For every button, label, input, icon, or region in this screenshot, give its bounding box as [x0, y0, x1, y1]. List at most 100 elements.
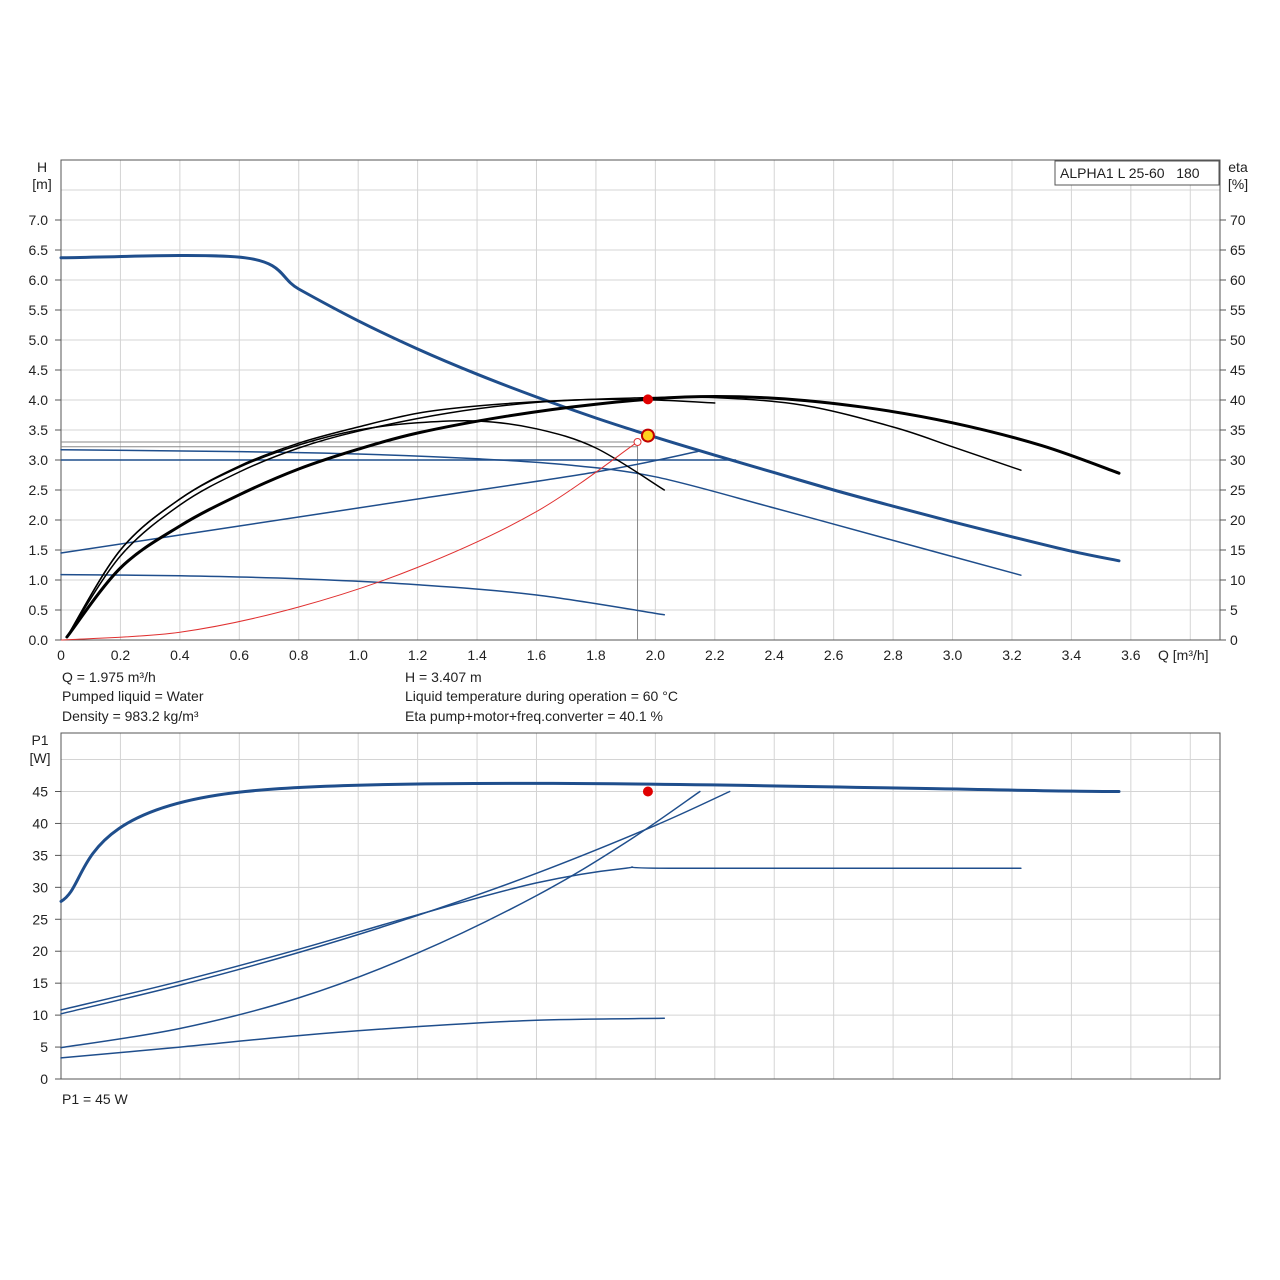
top-y2-tick-label: 65 — [1230, 242, 1246, 258]
top-chart-y-ticks: 0.0 0.5 1.0 1.5 2.0 2.5 3.0 3.5 4.0 4.5 5.0 5.5 6.0 6… — [29, 212, 61, 648]
info-density: Density = 983.2 kg/m³ — [62, 708, 199, 724]
top-series-line-6 — [66, 396, 1022, 638]
system-curve-end-marker — [633, 438, 642, 446]
top-y2-tick-label: 10 — [1230, 572, 1246, 588]
top-y2-tick-label: 70 — [1230, 212, 1246, 228]
pump-name-box — [1054, 160, 1220, 186]
info-p1: P1 = 45 W — [62, 1091, 129, 1107]
top-x-tick-label: 3.0 — [943, 647, 963, 663]
bottom-chart-grid — [61, 733, 1220, 1079]
top-x-tick-label: 1.8 — [586, 647, 606, 663]
top-chart-reference-lines — [61, 441, 639, 640]
top-series-line-9 — [60, 441, 638, 641]
bottom-chart-markers — [642, 786, 653, 797]
top-x-tick-label: 2.4 — [764, 647, 784, 663]
top-y2-tick-label: 45 — [1230, 362, 1246, 378]
top-series-line-1 — [60, 449, 1022, 576]
info-q: Q = 1.975 m³/h — [62, 669, 156, 685]
bottom-y-tick-label: 0 — [40, 1071, 48, 1087]
top-x-tick-label: 1.2 — [408, 647, 428, 663]
bottom-y-tick-label: 35 — [32, 847, 48, 863]
top-x-tick-label: 0 — [57, 647, 65, 663]
top-y-tick-label: 4.5 — [29, 362, 49, 378]
top-y2-tick-label: 35 — [1230, 422, 1246, 438]
top-x-tick-label: 3.2 — [1002, 647, 1022, 663]
top-y-tick-label: 1.0 — [29, 572, 49, 588]
top-series-line-4 — [60, 573, 666, 616]
top-y2-tick-label: 5 — [1230, 602, 1238, 618]
top-y2-tick-label: 20 — [1230, 512, 1246, 528]
bottom-chart-y-ticks: 0 5 10 15 20 25 30 35 40 45 — [32, 784, 61, 1087]
top-x-tick-label: 3.4 — [1062, 647, 1082, 663]
bottom-y-tick-label: 25 — [32, 911, 48, 927]
top-ylabel-bottom: [m] — [32, 176, 51, 192]
bottom-y-tick-label: 20 — [32, 943, 48, 959]
top-series-line-5 — [65, 394, 1121, 639]
top-ylabel-top: H — [37, 159, 47, 175]
top-y-tick-label: 3.5 — [29, 422, 49, 438]
info-liquid: Pumped liquid = Water — [62, 688, 204, 704]
top-x-tick-label: 0.6 — [230, 647, 250, 663]
bottom-series-line-2 — [60, 790, 731, 1015]
top-y2-tick-label: 60 — [1230, 272, 1246, 288]
top-x-tick-label: 3.6 — [1121, 647, 1141, 663]
top-y2-tick-label: 55 — [1230, 302, 1246, 318]
bottom-chart-frame — [60, 732, 1221, 1080]
top-y-tick-label: 6.0 — [29, 272, 49, 288]
bottom-y-tick-label: 30 — [32, 879, 48, 895]
pump-name-label: ALPHA1 L 25-60 180 — [1060, 165, 1200, 181]
bottom-y-tick-label: 5 — [40, 1039, 48, 1055]
top-y2-tick-label: 0 — [1230, 632, 1238, 648]
bottom-series-line-0 — [59, 781, 1121, 903]
top-y2-tick-label: 50 — [1230, 332, 1246, 348]
top-chart-series — [59, 253, 1121, 641]
top-y2label-bottom: [%] — [1228, 176, 1248, 192]
bottom-y-tick-label: 10 — [32, 1007, 48, 1023]
duty-point-marker — [640, 428, 655, 443]
top-x-tick-label: 2.8 — [883, 647, 903, 663]
top-series-line-8 — [66, 419, 666, 638]
bottom-series-line-3 — [60, 790, 701, 1049]
bottom-ylabel-top: P1 — [31, 732, 48, 748]
top-series-line-3 — [60, 450, 701, 554]
top-y2-tick-label: 40 — [1230, 392, 1246, 408]
bottom-ylabel-bottom: [W] — [30, 750, 51, 766]
top-y-tick-label: 0.5 — [29, 602, 49, 618]
top-series-line-0 — [59, 253, 1121, 563]
bottom-y-tick-label: 40 — [32, 815, 48, 831]
top-chart-markers — [633, 394, 655, 446]
top-x-tick-label: 2.2 — [705, 647, 725, 663]
top-x-tick-label: 1.0 — [348, 647, 368, 663]
top-y-tick-label: 5.0 — [29, 332, 49, 348]
top-y-tick-label: 3.0 — [29, 452, 49, 468]
info-h: H = 3.407 m — [405, 669, 482, 685]
top-y2-tick-label: 30 — [1230, 452, 1246, 468]
top-y-tick-label: 2.5 — [29, 482, 49, 498]
top-y-tick-label: 1.5 — [29, 542, 49, 558]
top-x-tick-label: 1.4 — [467, 647, 487, 663]
top-y-tick-label: 2.0 — [29, 512, 49, 528]
bottom-chart-series — [59, 781, 1121, 1059]
info-eta: Eta pump+motor+freq.converter = 40.1 % — [405, 708, 663, 724]
bottom-y-tick-label: 45 — [32, 784, 48, 800]
top-y2-tick-label: 25 — [1230, 482, 1246, 498]
bottom-series-line-4 — [60, 1017, 666, 1059]
info-temperature: Liquid temperature during operation = 60… — [405, 688, 678, 704]
bottom-y-tick-label: 15 — [32, 975, 48, 991]
top-chart-y2-ticks: 0 5 10 15 20 25 30 35 40 45 50 55 60 65 70 — [1220, 212, 1246, 648]
top-y-tick-label: 6.5 — [29, 242, 49, 258]
top-y-tick-label: 0.0 — [29, 632, 49, 648]
top-chart-x-ticks: 0 0.2 0.4 0.6 0.8 1.0 1.2 1.4 1.6 1.8 2.0 2.2 2.4 2.6… — [57, 647, 1141, 663]
efficiency-point-marker — [642, 394, 653, 405]
top-x-tick-label: 2.0 — [646, 647, 666, 663]
top-xlabel: Q [m³/h] — [1158, 647, 1209, 663]
top-x-tick-label: 2.6 — [824, 647, 844, 663]
top-y2-tick-label: 15 — [1230, 542, 1246, 558]
top-x-tick-label: 0.8 — [289, 647, 309, 663]
top-x-tick-label: 0.4 — [170, 647, 190, 663]
bottom-series-line-1 — [60, 866, 1022, 1011]
power-point-marker — [642, 786, 653, 797]
top-x-tick-label: 0.2 — [111, 647, 131, 663]
top-y2label-top: eta — [1228, 159, 1248, 175]
